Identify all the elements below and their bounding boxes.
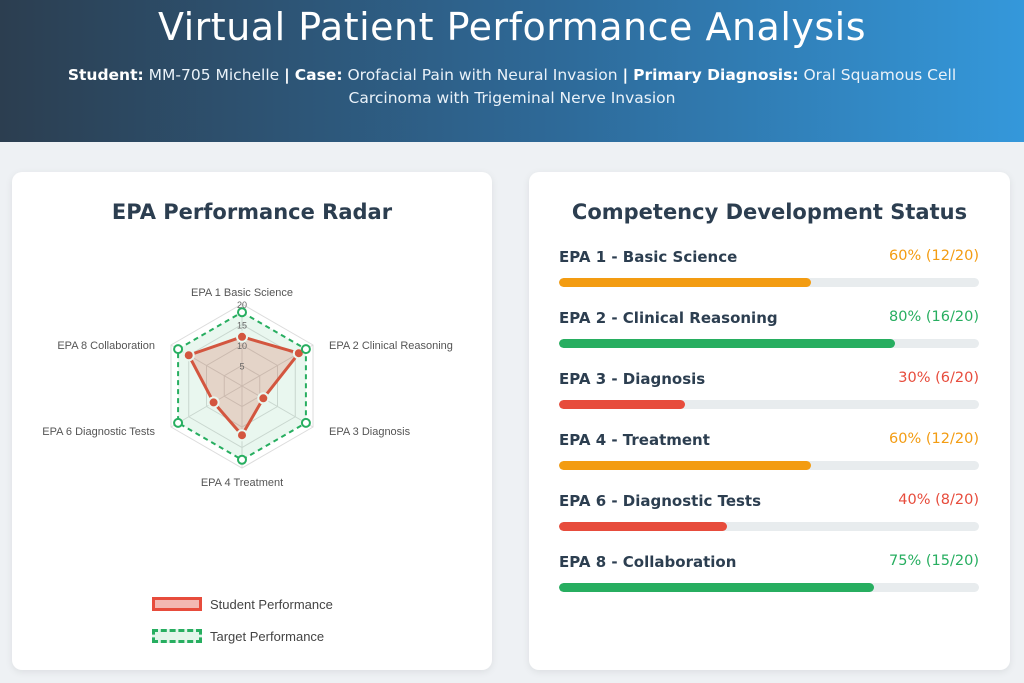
progress-track xyxy=(559,522,979,531)
progress-track xyxy=(559,461,979,470)
student-point xyxy=(236,429,248,442)
page-title: Virtual Patient Performance Analysis xyxy=(157,5,867,49)
progress-track xyxy=(559,583,979,592)
competency-value: 80% (16/20) xyxy=(889,309,979,325)
student-point xyxy=(207,396,220,409)
target-point xyxy=(173,417,184,428)
separator: | xyxy=(284,66,290,84)
competency-item: EPA 2 - Clinical Reasoning 80% (16/20) xyxy=(559,309,979,359)
radar-axis-label: EPA 1 Basic Science xyxy=(191,287,293,299)
target-series-area xyxy=(177,311,307,461)
radar-card-title: EPA Performance Radar xyxy=(111,200,393,224)
radar-axis-label: EPA 6 Diagnostic Tests xyxy=(42,426,155,438)
radar-spoke xyxy=(241,385,314,428)
radar-axis-label: EPA 8 Collaboration xyxy=(57,340,155,352)
student-point xyxy=(257,392,270,405)
competency-item: EPA 3 - Diagnosis 30% (6/20) xyxy=(559,370,979,420)
case-summary: Student: MM-705 Michelle | Case: Orofaci… xyxy=(42,64,982,110)
competency-value: 60% (12/20) xyxy=(889,431,979,447)
page-header: Virtual Patient Performance Analysis Stu… xyxy=(0,0,1024,142)
diagnosis-label: Primary Diagnosis: xyxy=(633,66,799,84)
radar-tick-label: 15 xyxy=(237,321,247,331)
progress-fill xyxy=(559,522,727,531)
competency-card-title: Competency Development Status xyxy=(571,200,968,224)
radar-spoke xyxy=(170,385,243,428)
progress-fill xyxy=(559,583,874,592)
progress-fill xyxy=(559,278,811,287)
progress-fill xyxy=(559,461,811,470)
competency-name: EPA 3 - Diagnosis xyxy=(559,370,706,388)
separator: | xyxy=(622,66,629,84)
progress-fill xyxy=(559,400,685,409)
competency-value: 40% (8/20) xyxy=(898,492,979,508)
competency-name: EPA 2 - Clinical Reasoning xyxy=(559,309,778,327)
case-value: Orofacial Pain with Neural Invasion xyxy=(347,66,618,84)
progress-track xyxy=(559,278,979,287)
target-point xyxy=(300,344,311,355)
competency-item: EPA 4 - Treatment 60% (12/20) xyxy=(559,431,979,481)
legend-item-target[interactable]: Target Performance xyxy=(152,620,333,652)
competency-item: EPA 1 - Basic Science 60% (12/20) xyxy=(559,248,979,298)
radar-spoke xyxy=(170,344,243,387)
competency-value: 30% (6/20) xyxy=(898,370,979,386)
radar-axis-label: EPA 2 Clinical Reasoning xyxy=(329,340,453,352)
competency-item: EPA 8 - Collaboration 75% (15/20) xyxy=(559,553,979,603)
competency-name: EPA 4 - Treatment xyxy=(559,431,710,449)
radar-tick-label: 5 xyxy=(239,362,244,372)
legend-label-target: Target Performance xyxy=(210,628,325,644)
progress-track xyxy=(559,339,979,348)
legend-swatch-student xyxy=(152,597,202,611)
legend-label-student: Student Performance xyxy=(210,596,333,612)
radar-tick-label: 20 xyxy=(237,300,247,310)
progress-fill xyxy=(559,339,895,348)
radar-tick-label: 10 xyxy=(237,341,247,351)
competency-name: EPA 1 - Basic Science xyxy=(559,248,738,266)
radar-legend: Student Performance Target Performance xyxy=(152,588,333,652)
competency-value: 60% (12/20) xyxy=(889,248,979,264)
legend-item-student[interactable]: Student Performance xyxy=(152,588,333,620)
legend-swatch-target xyxy=(152,629,202,643)
student-point xyxy=(182,349,195,362)
target-point xyxy=(173,344,184,355)
student-label: Student: xyxy=(67,66,144,84)
competency-name: EPA 8 - Collaboration xyxy=(559,553,737,571)
radar-card: EPA Performance Radar 5 10 15 20 EPA 1 Basic… xyxy=(12,172,492,670)
diagnosis-value: Oral Squamous Cell Carcinoma with Trigem… xyxy=(348,66,957,107)
student-point xyxy=(236,330,248,343)
radar-axis-label: EPA 4 Treatment xyxy=(201,477,283,489)
radar-axis-label: EPA 3 Diagnosis xyxy=(329,426,411,438)
competency-name: EPA 6 - Diagnostic Tests xyxy=(559,492,762,510)
progress-track xyxy=(559,400,979,409)
competency-card: Competency Development Status EPA 1 - Ba… xyxy=(529,172,1010,670)
target-point xyxy=(237,307,247,318)
target-point xyxy=(237,454,247,465)
competency-item: EPA 6 - Diagnostic Tests 40% (8/20) xyxy=(559,492,979,542)
competency-value: 75% (15/20) xyxy=(889,553,979,569)
student-value: MM-705 Michelle xyxy=(148,66,280,84)
target-point xyxy=(300,417,311,428)
case-label: Case: xyxy=(294,66,343,84)
